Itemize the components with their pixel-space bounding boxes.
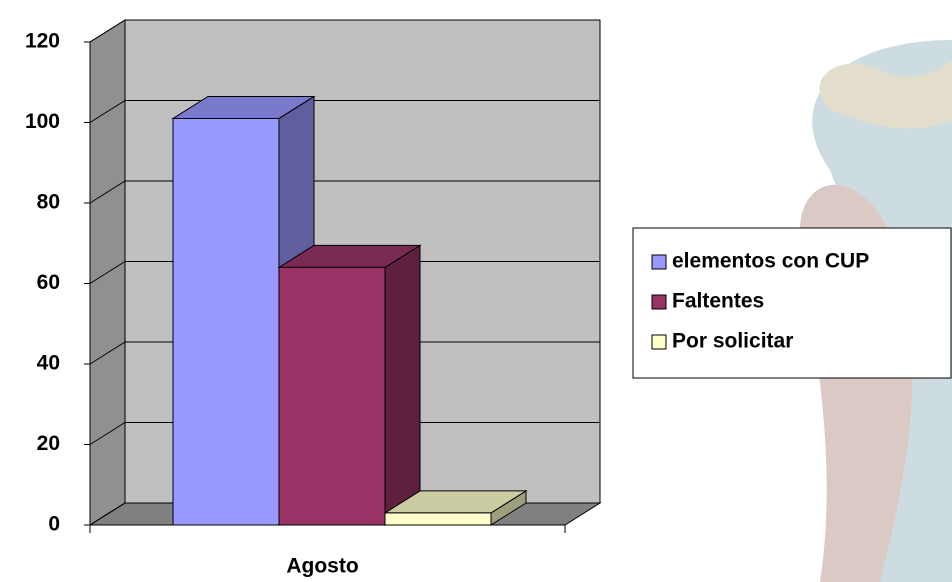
grid-line: [89, 341, 126, 365]
legend-label: elementos con CUP: [672, 250, 869, 273]
bar-side: [384, 244, 421, 526]
y-tick-label: 40: [37, 352, 60, 375]
grid-line: [89, 502, 126, 526]
y-tick-label: 100: [25, 110, 60, 133]
grid-line: [89, 19, 126, 43]
legend-label: Por solicitar: [672, 330, 793, 353]
plot-area: [84, 19, 602, 533]
bar: [172, 117, 280, 526]
y-tick-label: 60: [37, 271, 60, 294]
grid-line: [89, 261, 126, 284]
grid-line: [89, 100, 126, 123]
grid-line: [89, 180, 126, 204]
y-tick-label: 0: [48, 513, 60, 536]
y-tick-label: 80: [37, 191, 60, 214]
legend-swatch: [651, 334, 667, 350]
legend-label: Faltentes: [672, 290, 764, 313]
legend-swatch: [651, 294, 667, 310]
y-tick-label: 120: [25, 30, 60, 53]
bar: [278, 266, 386, 526]
y-tick-label: 20: [37, 432, 60, 455]
bar: [384, 512, 492, 526]
legend-box: [632, 227, 952, 379]
grid-line: [89, 422, 126, 445]
legend-swatch: [651, 254, 667, 270]
x-tick-label: Agosto: [286, 555, 358, 578]
